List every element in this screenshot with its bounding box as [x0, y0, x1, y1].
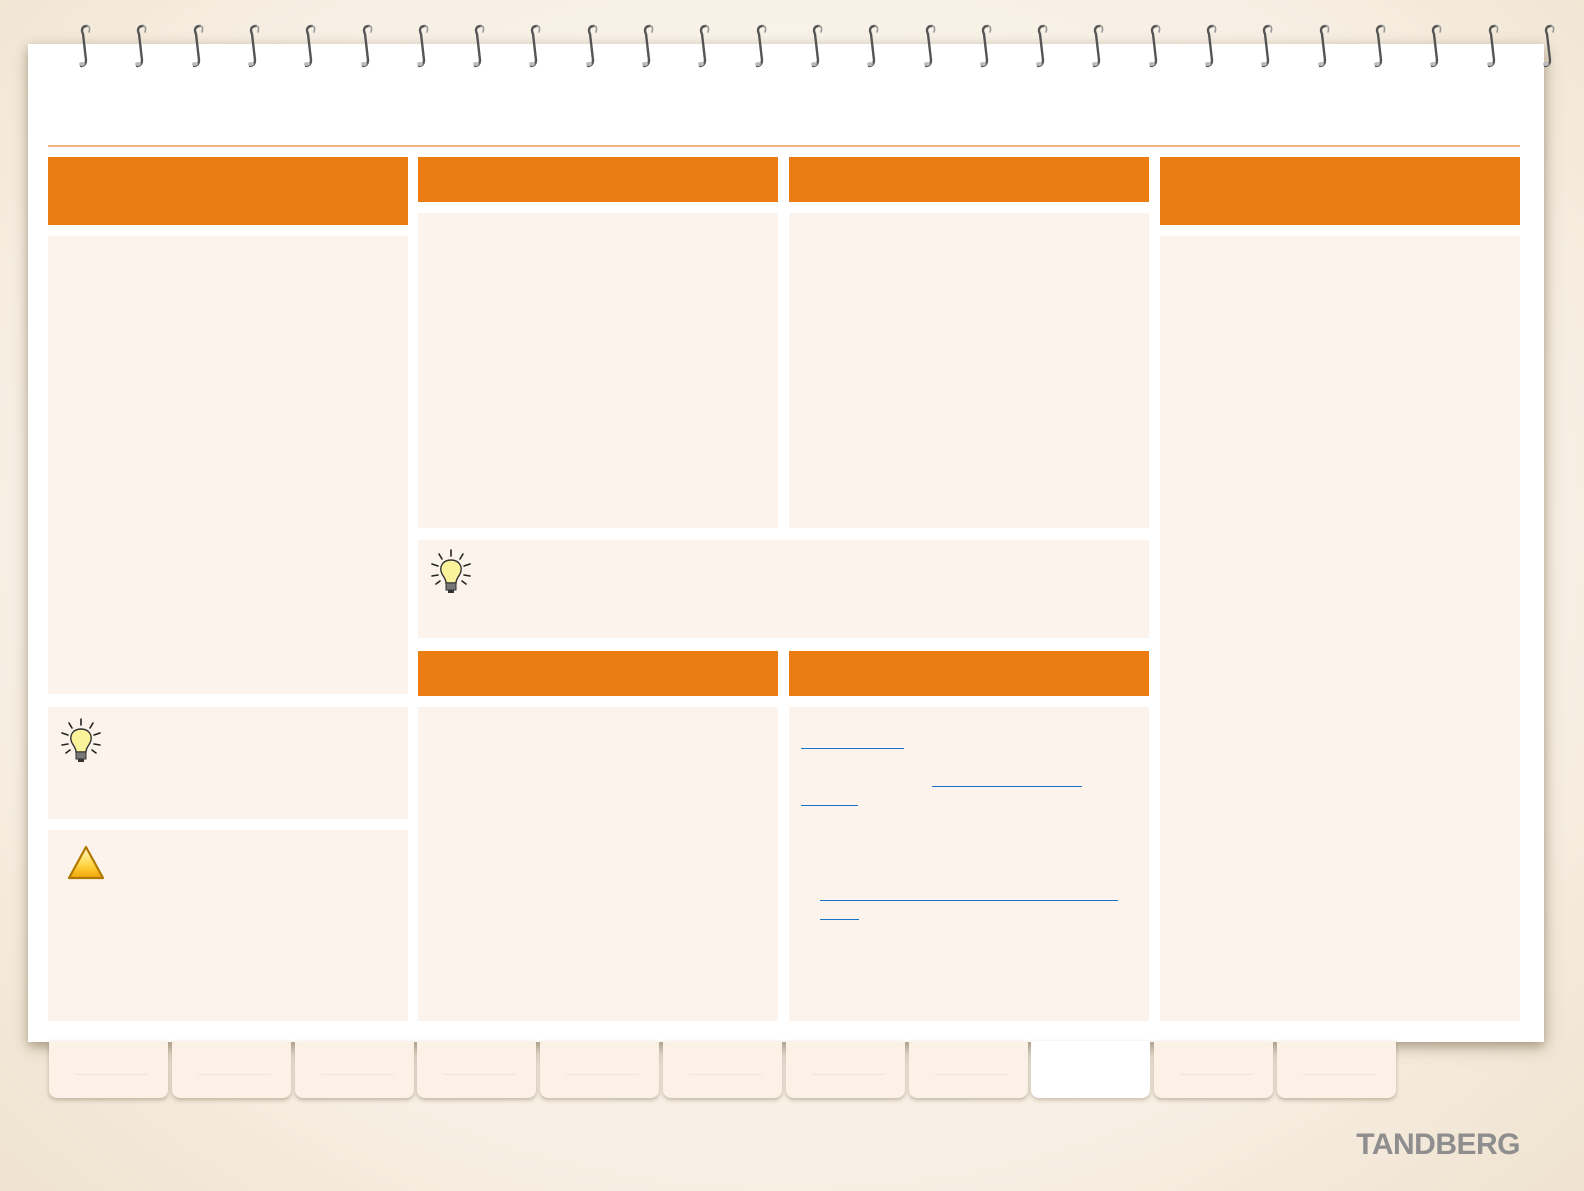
hyperlink-3[interactable]: [820, 900, 1118, 901]
column-3-lower-panel: [789, 707, 1149, 1021]
tab-label-placeholder: [1303, 1074, 1376, 1075]
spiral-ring: [1427, 24, 1445, 68]
spiral-ring: [639, 24, 657, 68]
spiral-ring: [189, 24, 207, 68]
hyperlink-2-continued[interactable]: [801, 805, 858, 806]
section-tab-11[interactable]: [1277, 1041, 1396, 1098]
spiral-ring: [470, 24, 488, 68]
spiral-ring: [358, 24, 376, 68]
spiral-ring: [1371, 24, 1389, 68]
spiral-ring: [977, 24, 995, 68]
column-2-lower-panel: [418, 707, 778, 1021]
column-2-header-bar: [418, 157, 778, 202]
tab-label-placeholder: [198, 1074, 271, 1075]
spiral-ring: [132, 24, 150, 68]
lightbulb-icon: [431, 549, 471, 593]
section-tab-8[interactable]: [909, 1041, 1028, 1098]
hyperlink-3-continued[interactable]: [820, 919, 859, 920]
spiral-ring: [1033, 24, 1051, 68]
spiral-ring: [301, 24, 319, 68]
spiral-ring: [583, 24, 601, 68]
spiral-ring: [752, 24, 770, 68]
column-1-tip-panel: [48, 707, 408, 819]
wide-tip-panel: [418, 540, 1149, 638]
column-1-warning-panel: [48, 830, 408, 1021]
section-tab-3[interactable]: [295, 1041, 414, 1098]
spiral-ring: [245, 24, 263, 68]
header-divider: [48, 145, 1520, 147]
column-2-lower-header-bar: [418, 651, 778, 696]
tab-label-placeholder: [75, 1074, 148, 1075]
spiral-ring: [808, 24, 826, 68]
tab-label-placeholder: [812, 1074, 885, 1075]
section-tab-4[interactable]: [417, 1041, 536, 1098]
spiral-ring: [695, 24, 713, 68]
section-tab-9[interactable]: [1031, 1041, 1150, 1098]
spiral-ring: [1258, 24, 1276, 68]
section-tab-10[interactable]: [1154, 1041, 1273, 1098]
spiral-ring: [921, 24, 939, 68]
column-3-header-bar: [789, 157, 1149, 202]
section-tab-6[interactable]: [663, 1041, 782, 1098]
warning-triangle-icon: [67, 845, 105, 880]
column-1-header-bar: [48, 157, 408, 225]
column-1-content-panel: [48, 236, 408, 694]
spiral-ring: [1202, 24, 1220, 68]
section-tab-1[interactable]: [49, 1041, 168, 1098]
tab-label-placeholder: [321, 1074, 394, 1075]
tab-label-placeholder: [935, 1074, 1008, 1075]
spiral-ring: [1315, 24, 1333, 68]
column-4-content-panel: [1160, 236, 1520, 1021]
column-2-content-panel: [418, 213, 778, 528]
tab-label-placeholder: [689, 1074, 762, 1075]
spiral-ring: [1540, 24, 1558, 68]
spiral-ring: [526, 24, 544, 68]
hyperlink-1[interactable]: [801, 748, 904, 749]
spiral-ring: [414, 24, 432, 68]
lightbulb-icon: [61, 718, 101, 762]
tab-label-placeholder: [443, 1074, 516, 1075]
hyperlink-2[interactable]: [932, 786, 1082, 787]
column-3-content-panel: [789, 213, 1149, 528]
tab-label-placeholder: [566, 1074, 639, 1075]
column-4-header-bar: [1160, 157, 1520, 225]
spiral-ring: [76, 24, 94, 68]
spiral-ring: [1089, 24, 1107, 68]
column-3-lower-header-bar: [789, 651, 1149, 696]
section-tab-7[interactable]: [786, 1041, 905, 1098]
spiral-ring: [864, 24, 882, 68]
brand-logo: TANDBERG: [1356, 1128, 1520, 1161]
section-tab-2[interactable]: [172, 1041, 291, 1098]
section-tab-5[interactable]: [540, 1041, 659, 1098]
spiral-ring: [1146, 24, 1164, 68]
tab-label-placeholder: [1180, 1074, 1253, 1075]
spiral-ring: [1484, 24, 1502, 68]
